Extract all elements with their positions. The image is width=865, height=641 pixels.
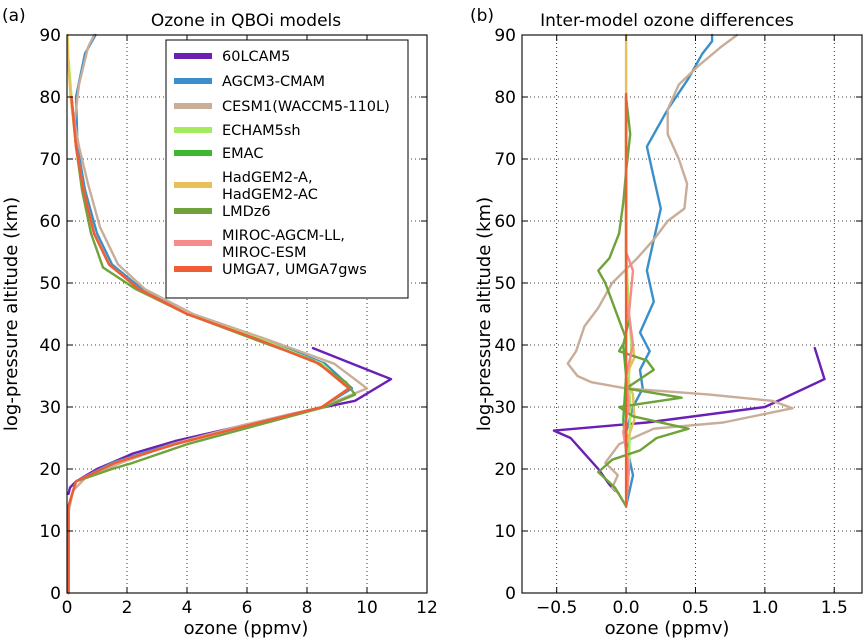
panel-b-xtick-label-2: 0.5	[682, 598, 709, 618]
panel-b-xtick-label-1: 0.0	[613, 598, 640, 618]
panel-b-series-cesm1-waccm5-110l	[566, 33, 794, 495]
panel-b-xtick-label-0: −0.5	[536, 598, 577, 618]
legend-label-miroc-agcm-ll-miroc-esm-line-1: MIROC-AGCM-LL,	[222, 228, 345, 244]
panel-a-tag: (a)	[2, 6, 26, 26]
panel-a-series-60lcam5	[67, 346, 393, 495]
panel-a-ytick-label-2: 20	[39, 460, 61, 480]
panel-a-ytick-label-0: 0	[50, 584, 61, 604]
panel-b-frame	[521, 34, 863, 594]
panel-a-series-umga7-umga7gws	[67, 95, 351, 595]
panel-a-xtick-label-4: 8	[302, 598, 313, 618]
panel-b-ytick-label-8: 80	[494, 88, 516, 108]
panel-a-ytick-label-3: 30	[39, 398, 61, 418]
panel-b-plot-area: −0.5 0.0 0.5 1.0 1.5 0 10 20 30 40 50 60 70 80 90	[494, 26, 863, 618]
legend-label-umga7-umga7gws: UMGA7, UMGA7gws	[222, 262, 367, 278]
panel-b-ytick-label-2: 20	[494, 460, 516, 480]
legend-label-60lcam5: 60LCAM5	[222, 49, 290, 65]
panel-b-tag: (b)	[470, 6, 494, 26]
panel-b-ytick-label-9: 90	[494, 26, 516, 46]
panel-b-title: Inter-model ozone differences	[540, 11, 794, 31]
panel-a-ytick-label-7: 70	[39, 150, 61, 170]
legend-label-hadgem2-a-hadgem2-ac-line-1: HadGEM2-A,	[222, 170, 313, 186]
legend-label-emac: EMAC	[222, 146, 263, 162]
legend-label-cesm1-waccm5-110l: CESM1(WACCM5-110L)	[222, 99, 390, 115]
legend-label-agcm3-cmam: AGCM3-CMAM	[222, 74, 325, 90]
legend-label-lmdz6: LMDz6	[222, 204, 271, 220]
panel-a-ytick-label-4: 40	[39, 336, 61, 356]
legend-label-hadgem2-a-hadgem2-ac-line-2: HadGEM2-AC	[222, 187, 318, 203]
panel-a-xtick-label-5: 10	[356, 598, 378, 618]
panel-b-ytick-label-7: 70	[494, 150, 516, 170]
panel-b-xlabel: ozone (ppmv)	[605, 618, 730, 639]
panel-b-ylabel: log-pressure altitude (km)	[474, 197, 495, 431]
panel-b-xtick-label-3: 1.0	[751, 598, 778, 618]
panel-a-ytick-label-6: 60	[39, 212, 61, 232]
legend-label-miroc-agcm-ll-miroc-esm-line-2: MIROC-ESM	[222, 245, 307, 261]
panel-a-title: Ozone in QBOi models	[151, 11, 341, 31]
panel-a-xtick-label-6: 12	[416, 598, 438, 618]
panel-b-series-lmdz6	[597, 95, 690, 508]
panel-a-ytick-label-5: 50	[39, 274, 61, 294]
panel-a-series-lmdz6	[67, 95, 357, 595]
panel-a-xlabel: ozone (ppmv)	[184, 618, 309, 639]
panel-a-xtick-label-2: 4	[182, 598, 193, 618]
panel-b-ytick-label-5: 50	[494, 274, 516, 294]
panel-a-xtick-label-3: 6	[242, 598, 253, 618]
panel-a: (a) Ozone in QBOi models ozone (ppmv) lo…	[1, 6, 438, 639]
panel-a-xtick-label-1: 2	[122, 598, 133, 618]
panel-a-ytick-label-9: 90	[39, 26, 61, 46]
panel-b-ytick-label-3: 30	[494, 398, 516, 418]
panel-b-ytick-label-6: 60	[494, 212, 516, 232]
panel-b-ytick-label-0: 0	[505, 584, 516, 604]
legend: 60LCAM5 AGCM3-CMAM CESM1(WACCM5-110L) ECHAM…	[165, 39, 409, 299]
panel-a-ytick-label-1: 10	[39, 522, 61, 542]
panel-b: (b) Inter-model ozone differences ozone …	[470, 6, 863, 639]
panel-b-ytick-label-1: 10	[494, 522, 516, 542]
panel-b-ytick-label-4: 40	[494, 336, 516, 356]
panel-a-ylabel: log-pressure altitude (km)	[1, 197, 22, 431]
panel-a-ytick-label-8: 80	[39, 88, 61, 108]
panel-a-xtick-label-0: 0	[62, 598, 73, 618]
legend-label-echam5sh: ECHAM5sh	[222, 123, 301, 139]
panel-b-xtick-label-4: 1.5	[821, 598, 848, 618]
